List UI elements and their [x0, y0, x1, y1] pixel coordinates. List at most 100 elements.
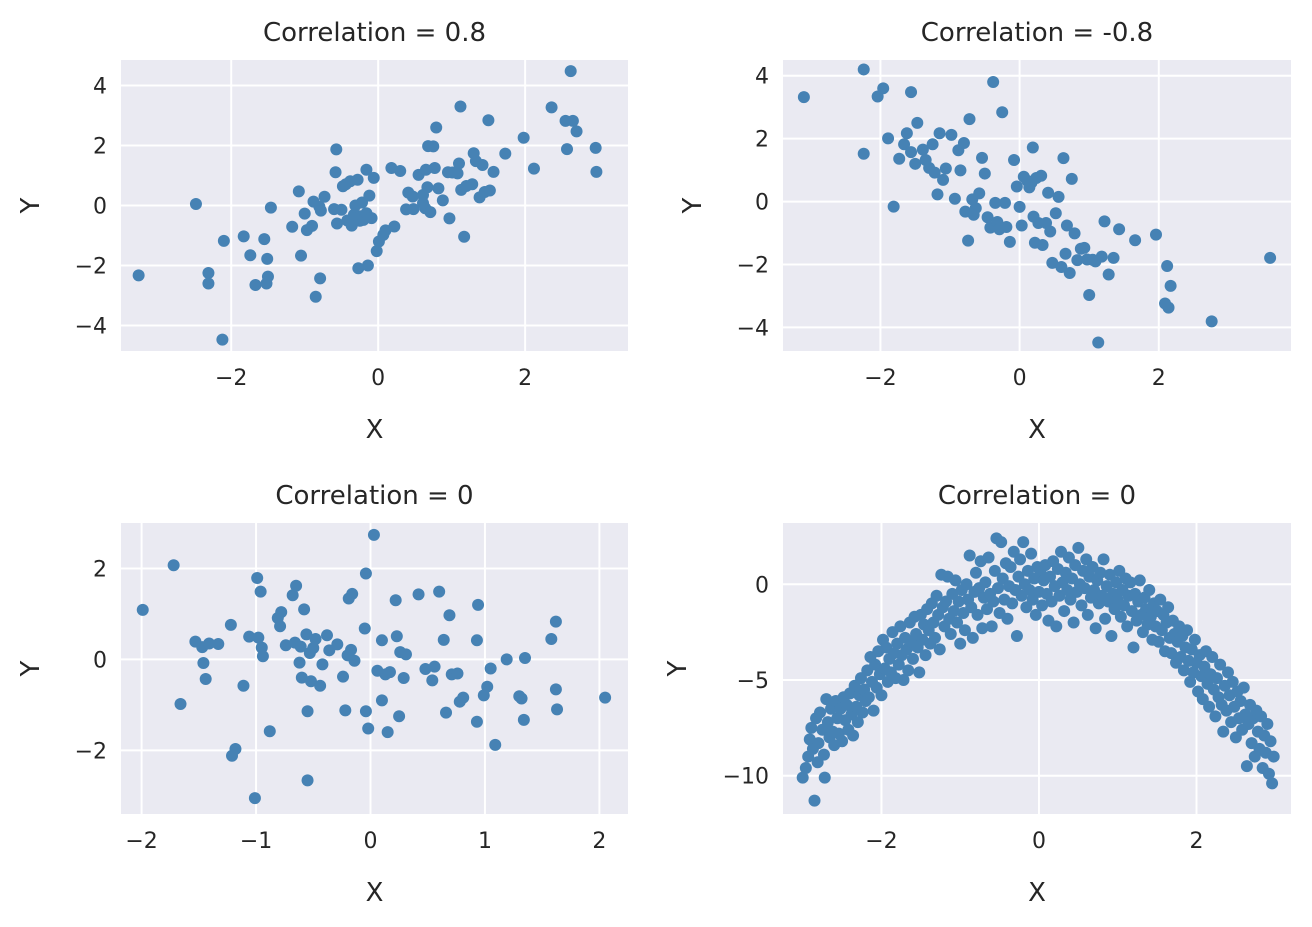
scatter-point	[275, 606, 288, 619]
scatter-point	[224, 618, 237, 631]
y-tick-label: 0	[93, 195, 107, 220]
scatter-point	[443, 609, 456, 622]
scatter-point	[466, 178, 479, 191]
x-tick-label: 0	[1032, 829, 1046, 854]
scatter-point	[1058, 605, 1071, 618]
scatter-point	[1001, 612, 1014, 625]
scatter-point	[1125, 605, 1138, 618]
y-tick-label: 0	[755, 573, 769, 598]
scatter-point	[1036, 599, 1049, 612]
scatter-point	[1006, 597, 1019, 610]
y-axis-label: Y	[678, 197, 708, 214]
scatter-point	[963, 549, 976, 562]
scatter-point	[945, 128, 958, 141]
scatter-point	[957, 137, 970, 150]
scatter-point	[996, 106, 1009, 119]
scatter-point	[882, 132, 895, 145]
scatter-point	[295, 249, 308, 262]
y-tick-label: 0	[755, 191, 769, 216]
scatter-point	[820, 693, 833, 706]
scatter-point	[551, 703, 564, 716]
scatter-point	[294, 640, 307, 653]
scatter-point	[419, 662, 432, 675]
scatter-point	[427, 140, 440, 153]
scatter-point	[487, 165, 500, 178]
scatter-point	[263, 725, 276, 738]
scatter-point	[527, 162, 540, 175]
scatter-point	[202, 277, 215, 290]
scatter-point	[909, 157, 922, 170]
scatter-point	[1046, 256, 1059, 269]
scatter-point	[987, 595, 1000, 608]
scatter-point	[1162, 601, 1175, 614]
scatter-point	[500, 653, 513, 666]
x-tick-label: 0	[363, 829, 377, 854]
scatter-point	[566, 114, 579, 127]
scatter-point	[426, 674, 439, 687]
scatter-point	[995, 536, 1008, 549]
y-tick-label: 2	[755, 128, 769, 153]
scatter-point	[383, 666, 396, 679]
scatter-point	[1214, 658, 1227, 671]
scatter-point	[472, 598, 485, 611]
scatter-points	[136, 528, 612, 805]
x-tick-labels: −2 −1 0 1 2	[125, 829, 606, 854]
scatter-point	[216, 333, 229, 346]
scatter-point	[433, 585, 446, 598]
y-tick-label: −4	[737, 316, 769, 341]
scatter-point	[1029, 608, 1042, 621]
scatter-point	[1072, 541, 1085, 554]
scatter-point	[437, 633, 450, 646]
x-tick-label: 2	[592, 829, 606, 854]
scatter-point	[1094, 566, 1107, 579]
scatter-point	[430, 121, 443, 134]
scatter-point	[988, 564, 1001, 577]
scatter-point	[911, 116, 924, 129]
x-axis-label: X	[366, 878, 384, 908]
scatter-point	[1026, 141, 1039, 154]
scatter-point	[279, 639, 292, 652]
scatter-point	[362, 722, 375, 735]
scatter-point	[963, 113, 976, 126]
scatter-point	[1010, 629, 1023, 642]
scatter-point	[1206, 651, 1219, 664]
scatter-point	[352, 262, 365, 275]
scatter-point	[212, 637, 225, 650]
scatter-point	[1095, 250, 1108, 263]
scatter-point	[453, 157, 465, 170]
scatter-point	[985, 620, 998, 633]
scatter-point	[928, 166, 941, 179]
y-tick-label: −5	[737, 669, 769, 694]
scatter-point	[1075, 599, 1088, 612]
y-tick-label: 2	[93, 557, 107, 582]
scatter-point	[905, 146, 918, 159]
scatter-point	[1164, 279, 1177, 292]
scatter-point	[300, 628, 313, 641]
scatter-point	[290, 579, 303, 592]
scatter-point	[1010, 180, 1023, 193]
scatter-point	[973, 187, 986, 200]
scatter-point	[304, 675, 317, 688]
y-tick-label: 2	[93, 135, 107, 160]
scatter-point	[476, 159, 489, 171]
scatter-point	[1099, 612, 1112, 625]
y-tick-label: −2	[75, 739, 107, 764]
scatter-point	[1008, 154, 1021, 167]
scatter-point	[561, 143, 574, 156]
scatter-point	[339, 704, 352, 717]
scatter-point	[1065, 172, 1078, 185]
y-axis-label: Y	[16, 197, 46, 214]
scatter-point	[987, 76, 1000, 89]
scatter-point	[1097, 553, 1110, 566]
scatter-point	[367, 528, 380, 541]
scatter-point	[389, 594, 402, 607]
scatter-point	[1105, 629, 1118, 642]
scatter-point	[1114, 610, 1127, 623]
scatter-point	[375, 694, 388, 707]
scatter-point	[359, 705, 372, 718]
scatter-point	[549, 683, 562, 696]
scatter-point	[331, 217, 344, 230]
scatter-point	[1124, 576, 1137, 589]
scatter-point	[1068, 227, 1081, 240]
scatter-point	[1052, 190, 1065, 203]
